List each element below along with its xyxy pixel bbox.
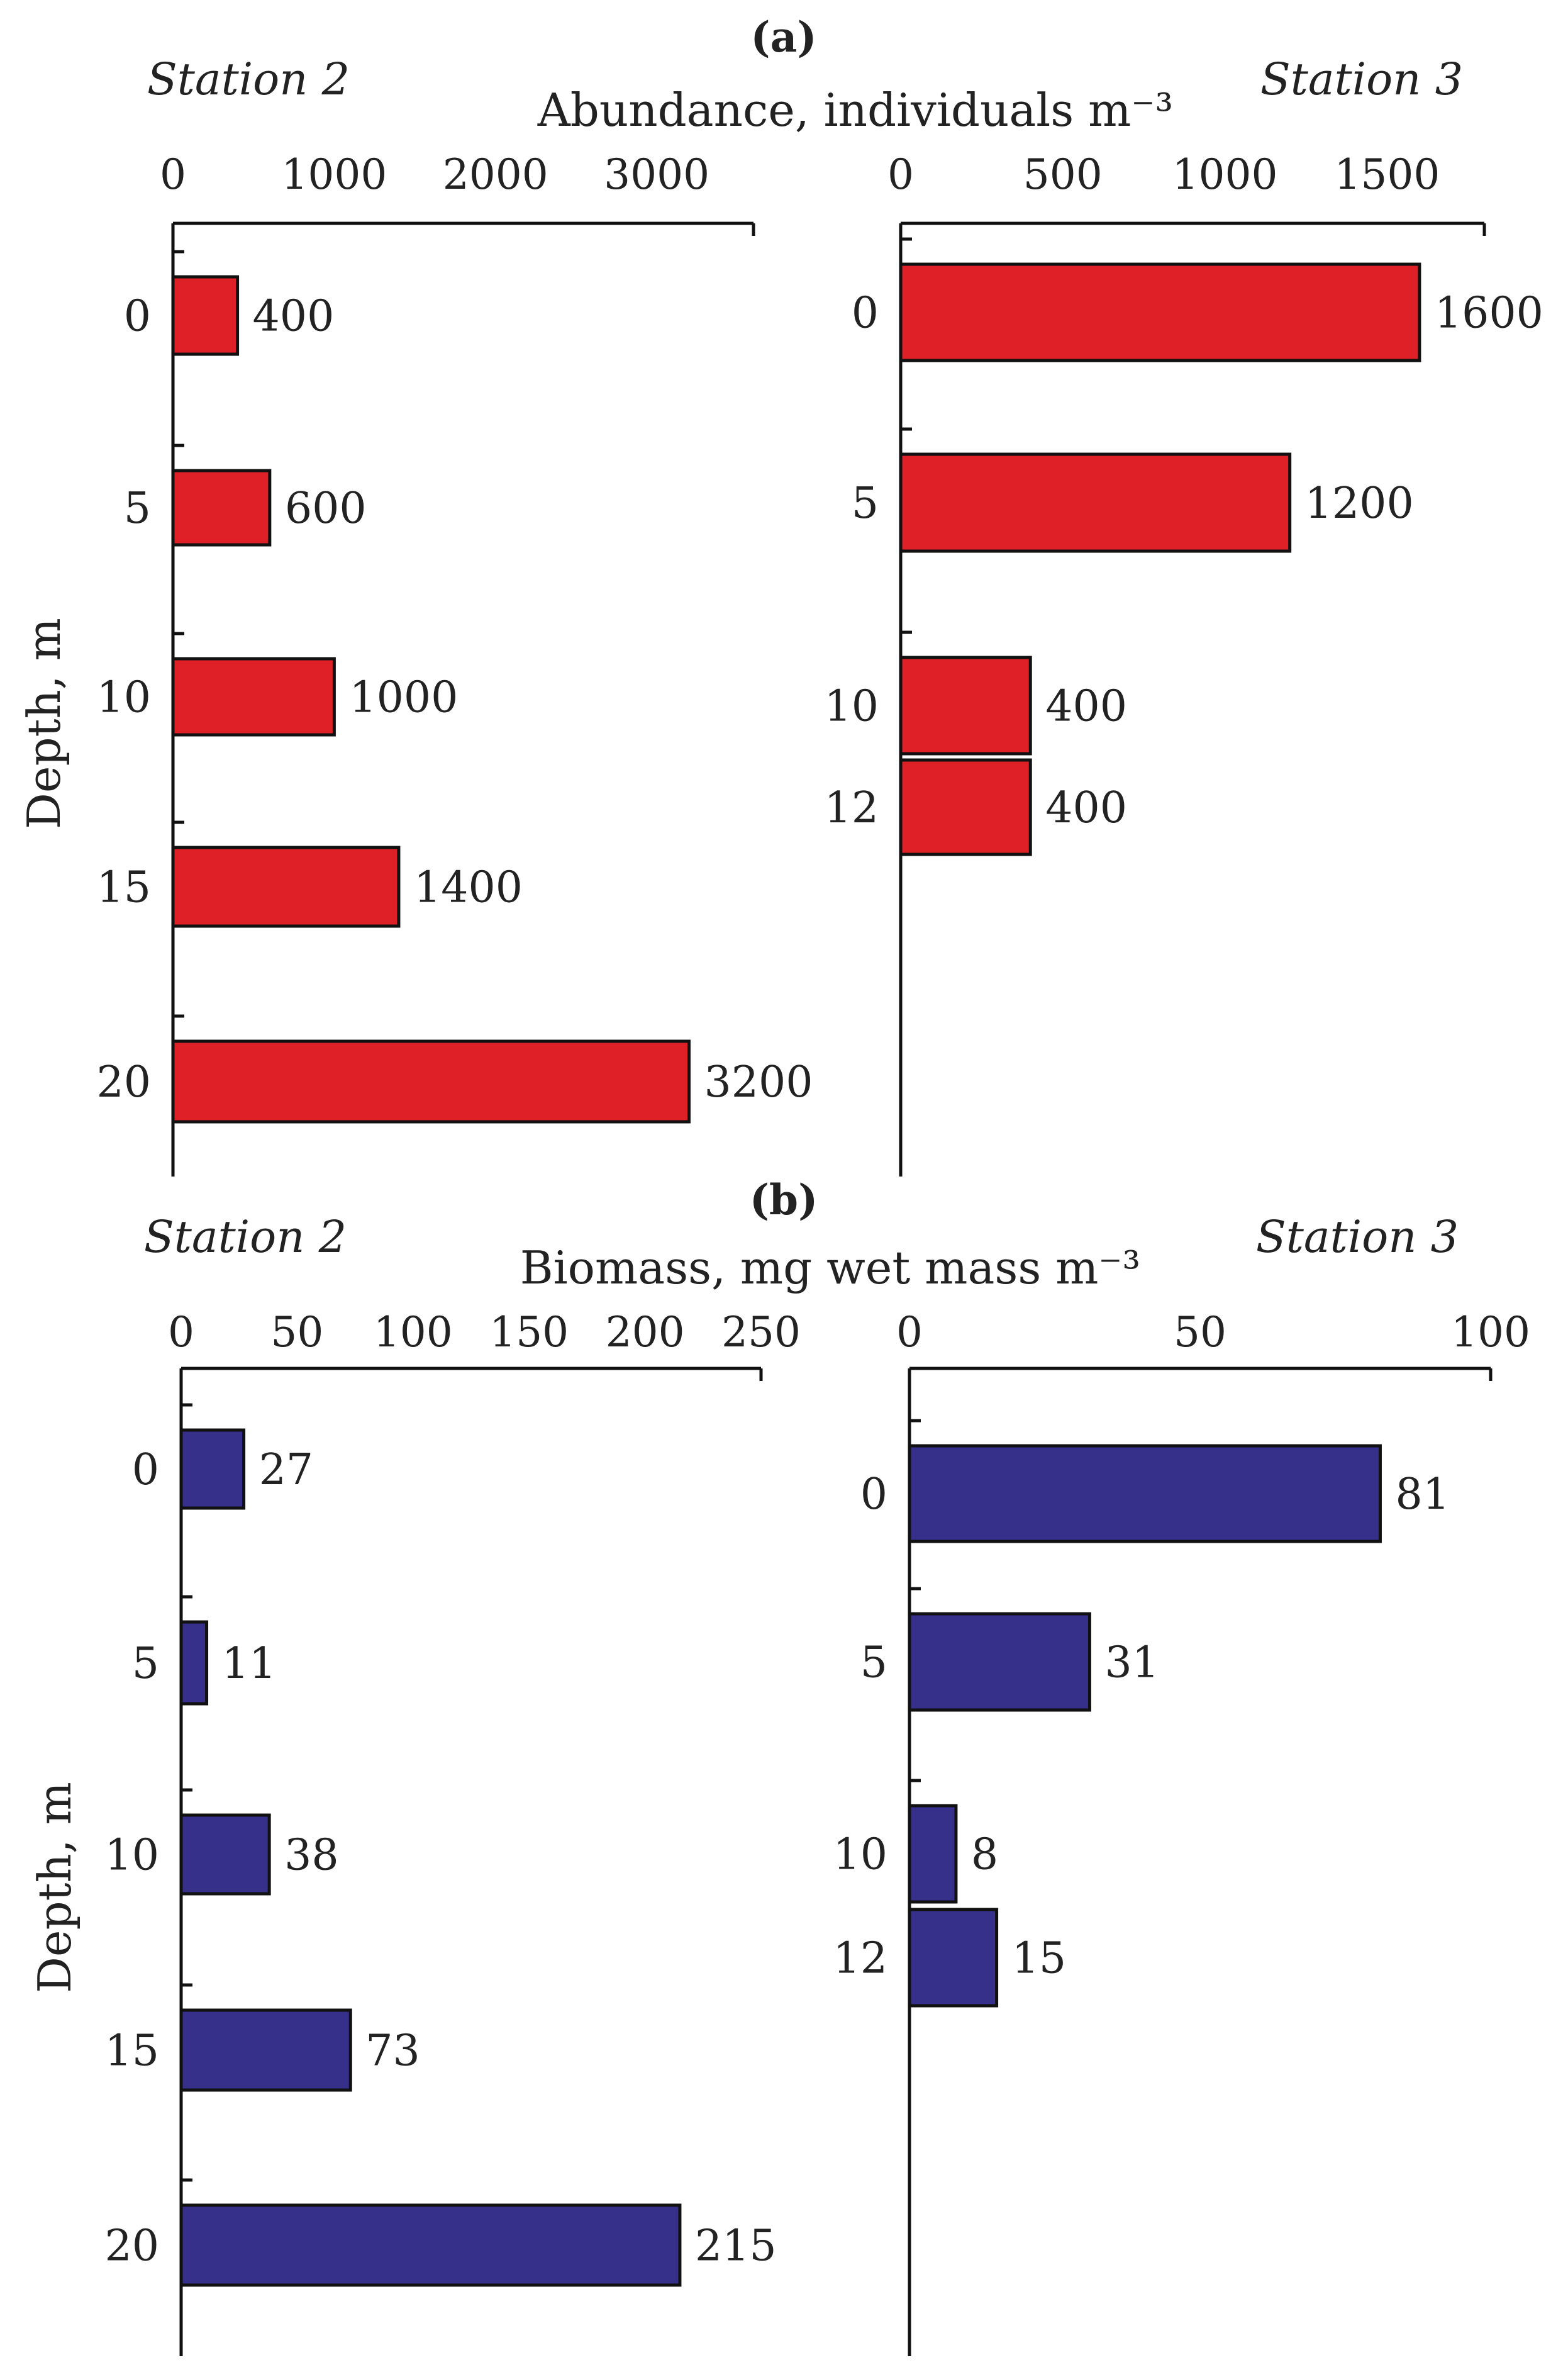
x-tick-label: 0: [168, 1308, 194, 1356]
data-label: 1200: [1305, 479, 1414, 528]
y-axis-label-a: Depth, m: [18, 618, 70, 829]
data-label: 400: [1045, 682, 1127, 732]
data-label: 27: [259, 1445, 314, 1495]
bar-b-station2-5: [179, 1620, 209, 1706]
x-axis-title-b: Biomass, mg wet mass m⁻³: [520, 1241, 1141, 1294]
x-tick-label: 3000: [604, 150, 709, 199]
x-tick-label: 0: [896, 1308, 923, 1356]
y-tick-label: 5: [124, 484, 151, 534]
data-label: 1000: [349, 673, 458, 723]
station-3-label-b: Station 3: [1256, 1211, 1459, 1263]
y-tick-label: 10: [104, 1831, 159, 1881]
bar-a-station3-10: [899, 656, 1032, 756]
y-tick-label: 20: [104, 2222, 159, 2271]
bar-a-station2-10: [171, 657, 336, 737]
bar-b-station3-5: [908, 1612, 1091, 1712]
bar-a-station3-12: [899, 758, 1032, 856]
chart-a-station2: 0 1000 2000 3000 0 400 5 600 10 1000 15 1400 20 3200: [96, 150, 813, 1177]
data-label: 600: [285, 484, 367, 534]
bar-a-station3-0: [899, 262, 1421, 362]
y-tick-label: 15: [104, 2027, 159, 2076]
x-tick-label: 1500: [1334, 150, 1440, 199]
data-label: 11: [222, 1639, 277, 1689]
y-tick-label: 15: [96, 863, 151, 913]
data-label: 400: [1045, 783, 1127, 833]
y-tick-label: 10: [96, 673, 151, 723]
bar-b-station3-0: [908, 1444, 1382, 1543]
data-label: 38: [284, 1831, 339, 1881]
x-tick-label: 50: [270, 1308, 323, 1356]
station-2-label-b: Station 2: [144, 1211, 347, 1263]
data-label: 215: [695, 2222, 777, 2271]
data-label: 8: [971, 1830, 998, 1880]
y-tick-label: 0: [132, 1445, 159, 1495]
data-label: 73: [365, 2027, 420, 2076]
x-tick-label: 150: [489, 1308, 569, 1356]
x-axis-title-a: Abundance, individuals m⁻³: [537, 84, 1174, 137]
chart-b-station3: 0 50 100 0 81 5 31 10 8 12 15: [833, 1308, 1530, 2356]
x-tick-label: 100: [1451, 1308, 1530, 1356]
x-tick-label: 100: [374, 1308, 453, 1356]
x-tick-label: 0: [887, 150, 914, 199]
data-label: 31: [1104, 1638, 1159, 1688]
y-tick-label: 5: [852, 479, 879, 528]
x-tick-label: 50: [1174, 1308, 1226, 1356]
data-label: 81: [1395, 1470, 1450, 1519]
y-tick-label: 0: [124, 292, 151, 342]
station-2-label-a: Station 2: [147, 53, 350, 105]
panel-label-b: (b): [750, 1175, 818, 1224]
y-tick-label: 0: [852, 289, 879, 338]
bar-b-station3-12: [908, 1908, 999, 2008]
bar-b-station2-10: [179, 1813, 271, 1896]
bar-b-station3-10: [908, 1804, 958, 1904]
x-tick-label: 0: [160, 150, 186, 199]
y-tick-label: 5: [860, 1638, 887, 1688]
y-tick-label: 10: [833, 1830, 887, 1880]
bar-b-station2-20: [179, 2203, 682, 2287]
data-label: 3200: [704, 1058, 813, 1107]
bar-b-station2-0: [179, 1428, 246, 1510]
x-tick-label: 250: [721, 1308, 801, 1356]
chart-b-station2: 0 50 100 150 200 250 0 27 5 11 10 38 15 73 20 215: [104, 1308, 801, 2356]
bar-a-station2-20: [171, 1039, 691, 1124]
bar-b-station2-15: [179, 2008, 352, 2092]
x-tick-label: 1000: [281, 150, 387, 199]
y-tick-label: 0: [860, 1470, 887, 1519]
bar-a-station2-0: [171, 275, 240, 356]
bar-a-station3-5: [899, 452, 1292, 553]
data-label: 15: [1012, 1934, 1067, 1984]
bar-a-station2-15: [171, 846, 401, 928]
y-tick-label: 5: [132, 1639, 159, 1689]
y-tick-label: 12: [824, 783, 879, 833]
x-tick-label: 500: [1023, 150, 1103, 199]
chart-a-station3: 0 500 1000 1500 0 1600 5 1200 10 400 12 400: [824, 150, 1543, 1177]
y-tick-label: 20: [96, 1058, 151, 1107]
data-label: 400: [253, 292, 335, 342]
panel-label-a: (a): [750, 13, 816, 62]
y-tick-label: 12: [833, 1934, 887, 1984]
data-label: 1600: [1435, 289, 1543, 338]
bar-a-station2-5: [171, 469, 272, 547]
x-tick-label: 1000: [1172, 150, 1278, 199]
y-axis-label-b: Depth, m: [28, 1782, 81, 1993]
x-tick-label: 2000: [443, 150, 548, 199]
y-tick-label: 10: [824, 682, 879, 732]
x-tick-label: 200: [606, 1308, 685, 1356]
data-label: 1400: [414, 863, 523, 913]
station-3-label-a: Station 3: [1260, 53, 1463, 105]
